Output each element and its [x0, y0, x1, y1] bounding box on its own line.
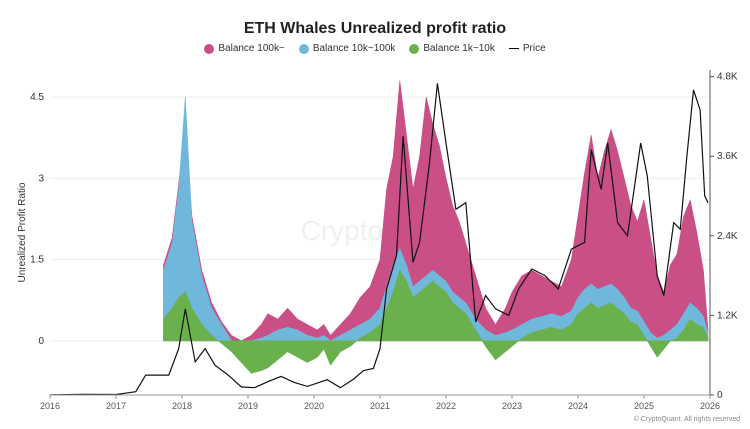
legend-label-1k: Balance 1k~10k — [423, 43, 495, 54]
credit-text: © CryptoQuant. All rights reserved — [633, 416, 740, 423]
legend-label-10k: Balance 10k~100k — [312, 43, 396, 54]
left-tick-label: 1.5 — [30, 255, 44, 266]
x-tick-label: 2025 — [634, 401, 654, 411]
x-tick-label: 2022 — [436, 401, 456, 411]
price-series — [49, 83, 709, 396]
area-balance-100k — [163, 80, 709, 342]
area-series — [163, 80, 709, 374]
x-tick-label: 2026 — [700, 401, 720, 411]
legend-swatch-1k — [409, 43, 420, 54]
legend-label-100k: Balance 100k~ — [218, 43, 285, 54]
legend-item-100k[interactable]: Balance 100k~ — [204, 43, 285, 54]
legend-swatch-price — [508, 48, 519, 49]
legend-item-price[interactable]: Price — [508, 43, 546, 54]
right-tick-label: 1.2K — [717, 310, 738, 321]
legend-label-price: Price — [522, 43, 546, 54]
x-tick-label: 2016 — [40, 401, 60, 411]
legend-swatch-100k — [204, 43, 215, 54]
right-tick-label: 3.6K — [717, 151, 738, 162]
x-tick-label: 2023 — [502, 401, 522, 411]
left-tick-label: 3 — [38, 173, 44, 184]
x-tick-label: 2021 — [370, 401, 390, 411]
right-tick-label: 2.4K — [717, 231, 738, 242]
x-tick-label: 2020 — [304, 401, 324, 411]
x-tick-label: 2019 — [238, 401, 258, 411]
legend-item-10k[interactable]: Balance 10k~100k — [298, 43, 396, 54]
y-axis-label: Unrealized Profit Ratio — [17, 182, 28, 282]
right-tick-label: 0 — [717, 390, 723, 401]
price-line — [49, 83, 709, 396]
legend-swatch-10k — [298, 43, 309, 54]
right-tick-label: 4.8K — [717, 72, 738, 83]
left-tick-label: 4.5 — [30, 92, 44, 103]
x-tick-label: 2017 — [106, 401, 126, 411]
chart-legend: Balance 100k~ Balance 10k~100k Balance 1… — [0, 43, 750, 54]
x-tick-label: 2018 — [172, 401, 192, 411]
area-balance-1k-10k — [163, 269, 709, 374]
legend-item-1k[interactable]: Balance 1k~10k — [409, 43, 495, 54]
x-tick-label: 2024 — [568, 401, 588, 411]
left-tick-label: 0 — [38, 336, 44, 347]
chart-title: ETH Whales Unrealized profit ratio — [243, 20, 507, 37]
axes: 2016 2017 2018 2019 2020 2021 2022 2023 2024 2025… — [30, 70, 738, 411]
